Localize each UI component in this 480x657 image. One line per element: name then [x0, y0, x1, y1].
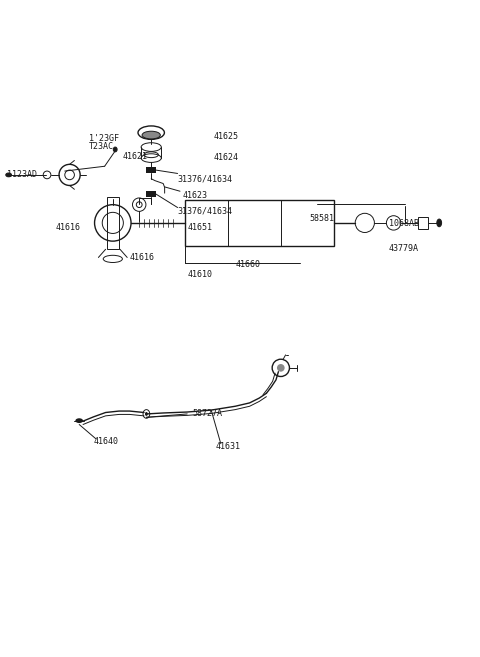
Ellipse shape: [145, 412, 148, 416]
Text: 41623: 41623: [182, 191, 207, 200]
Ellipse shape: [6, 173, 12, 177]
Text: 31376/41634: 31376/41634: [178, 174, 233, 183]
Bar: [185, 200, 334, 246]
Text: 1068AB: 1068AB: [389, 219, 419, 229]
Text: 41625: 41625: [214, 132, 239, 141]
Text: 41624: 41624: [214, 153, 239, 162]
Bar: [107, 196, 119, 249]
Text: 41616: 41616: [55, 223, 80, 232]
Bar: [146, 168, 156, 173]
Text: 1123AD: 1123AD: [7, 170, 37, 179]
Circle shape: [277, 364, 285, 372]
Ellipse shape: [437, 219, 442, 227]
Text: 58727A: 58727A: [192, 409, 222, 419]
Text: 41616: 41616: [130, 254, 155, 262]
Text: 58581: 58581: [310, 214, 335, 223]
Text: 41610: 41610: [187, 270, 212, 279]
Ellipse shape: [113, 147, 117, 152]
Ellipse shape: [142, 131, 160, 139]
Text: 41651: 41651: [187, 223, 212, 232]
Text: 43779A: 43779A: [389, 244, 419, 253]
Text: 41631: 41631: [216, 442, 241, 451]
Text: 41660: 41660: [235, 260, 260, 269]
Text: T23AC: T23AC: [89, 142, 114, 150]
Text: 31376/41634: 31376/41634: [178, 206, 233, 215]
Text: 41621: 41621: [122, 152, 147, 161]
Ellipse shape: [75, 419, 83, 423]
Bar: [418, 217, 428, 229]
Bar: [146, 191, 156, 197]
Text: 41640: 41640: [94, 438, 119, 446]
Text: 1'23GF: 1'23GF: [89, 135, 119, 143]
